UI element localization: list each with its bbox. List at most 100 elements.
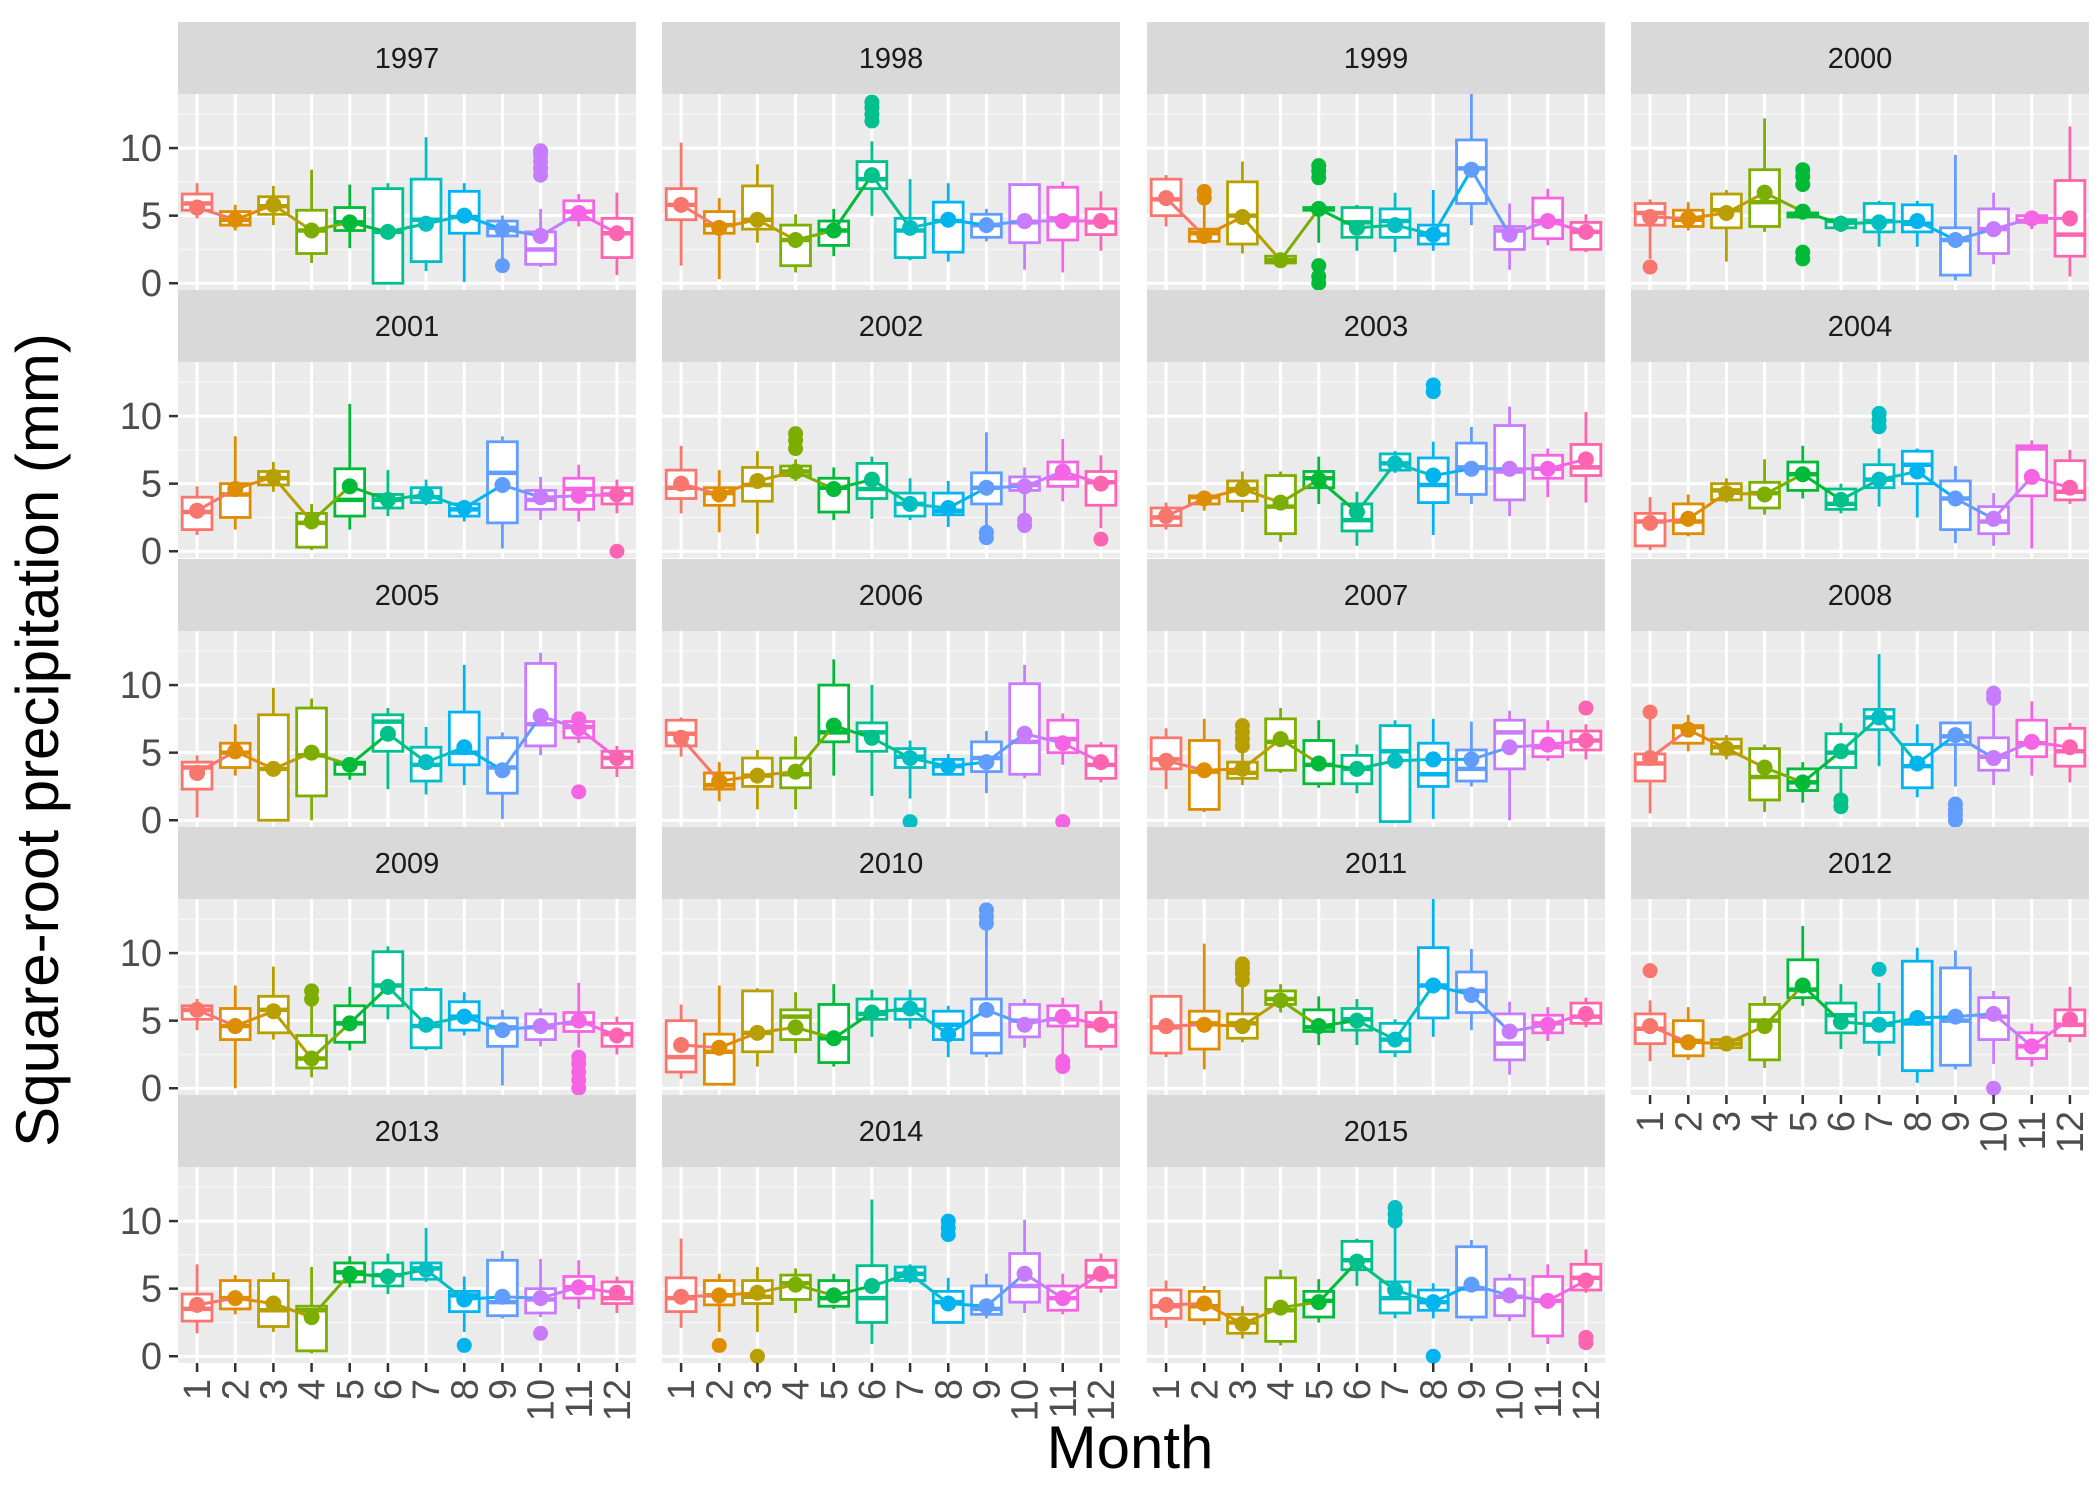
mean-point-month-4 xyxy=(303,222,320,239)
mean-point-month-2 xyxy=(1196,762,1213,779)
mean-point-month-7 xyxy=(418,486,435,503)
y-tick-label: 10 xyxy=(120,933,162,975)
mean-point-month-8 xyxy=(1909,463,1926,480)
outlier-point xyxy=(1871,405,1887,421)
mean-point-month-10 xyxy=(1985,510,2002,527)
x-tick-label: 12 xyxy=(2050,1111,2092,1153)
mean-point-month-2 xyxy=(1680,721,1697,738)
box-month-9 xyxy=(970,902,1003,1058)
strip-2014 xyxy=(662,1095,1120,1167)
y-tick-label: 5 xyxy=(141,1001,162,1043)
box-month-7 xyxy=(1378,720,1412,823)
mean-point-month-10 xyxy=(1501,739,1518,756)
mean-point-month-7 xyxy=(902,495,919,512)
mean-point-month-12 xyxy=(608,225,625,242)
mean-point-month-7 xyxy=(1387,455,1404,472)
x-tick-label: 4 xyxy=(292,1379,334,1400)
mean-point-month-3 xyxy=(749,211,766,228)
box-month-3 xyxy=(741,1267,774,1364)
y-tick-label: 5 xyxy=(141,1269,162,1311)
mean-point-month-8 xyxy=(940,1026,957,1043)
mean-line-segment xyxy=(1241,216,1282,262)
mean-point-month-12 xyxy=(1577,451,1594,468)
mean-point-month-6 xyxy=(1348,1253,1365,1270)
box-month-2 xyxy=(218,985,252,1089)
mean-point-month-12 xyxy=(2061,479,2078,496)
mean-point-month-12 xyxy=(608,1284,625,1301)
mean-point-month-5 xyxy=(341,1015,358,1032)
mean-line-segment xyxy=(909,1272,950,1305)
mean-point-month-10 xyxy=(1985,1005,2002,1022)
mean-point-month-11 xyxy=(1539,1016,1556,1033)
mean-point-month-10 xyxy=(1016,213,1033,230)
mean-point-month-4 xyxy=(303,744,320,761)
mean-point-month-12 xyxy=(1577,1272,1594,1289)
mean-point-month-2 xyxy=(227,211,244,228)
outlier-point xyxy=(1055,814,1071,830)
mean-point-month-8 xyxy=(1909,755,1926,772)
y-tick-label: 10 xyxy=(120,1201,162,1243)
outlier-point xyxy=(1986,1080,2002,1096)
mean-point-month-4 xyxy=(1272,494,1289,511)
mean-point-month-6 xyxy=(863,1277,880,1294)
mean-point-month-10 xyxy=(1501,1023,1518,1040)
mean-point-month-10 xyxy=(1501,460,1518,477)
y-tick-label: 0 xyxy=(141,800,162,842)
mean-line-segment xyxy=(1317,1260,1359,1304)
mean-line-segment xyxy=(1470,993,1511,1033)
box-month-5 xyxy=(333,403,367,530)
panel-background xyxy=(662,1167,1120,1363)
mean-point-month-11 xyxy=(570,1012,587,1029)
x-tick-label: 11 xyxy=(559,1379,601,1418)
box-body xyxy=(1378,724,1412,823)
x-tick-label: 8 xyxy=(444,1379,486,1400)
mean-line-segment xyxy=(1839,716,1881,753)
x-tick-label: 7 xyxy=(406,1379,448,1400)
mean-point-month-2 xyxy=(711,486,728,503)
outlier-point xyxy=(1425,377,1441,393)
facet-panel-2000: 2000 xyxy=(1631,22,2089,290)
mean-line-segment xyxy=(1317,478,1358,514)
mean-point-month-2 xyxy=(711,1287,728,1304)
strip-label: 2014 xyxy=(859,1116,924,1148)
mean-point-month-7 xyxy=(1387,1031,1404,1048)
strip-label: 2001 xyxy=(375,311,440,343)
mean-point-month-4 xyxy=(787,231,804,248)
mean-point-month-9 xyxy=(494,1022,511,1039)
mean-line-segment xyxy=(1801,750,1842,784)
mean-point-month-1 xyxy=(673,729,690,746)
mean-point-month-1 xyxy=(189,1296,206,1313)
mean-line-segment xyxy=(870,174,912,229)
outlier-point xyxy=(571,784,587,800)
outlier-point xyxy=(304,983,320,999)
mean-point-month-8 xyxy=(940,499,957,516)
outlier-point xyxy=(1578,700,1594,716)
box-month-10 xyxy=(1977,990,2010,1096)
outlier-point xyxy=(978,524,994,540)
outlier-point xyxy=(1947,796,1963,812)
x-tick-label: 4 xyxy=(1745,1111,1787,1132)
mean-point-month-3 xyxy=(749,472,766,489)
x-tick-label: 5 xyxy=(814,1379,856,1400)
strip-2011 xyxy=(1147,827,1605,899)
outlier-point xyxy=(571,1049,587,1065)
outlier-point xyxy=(1093,531,1109,547)
mean-point-month-10 xyxy=(1016,478,1033,495)
mean-point-month-7 xyxy=(1387,1282,1404,1299)
box-month-11 xyxy=(2015,440,2049,549)
x-tick-label: 10 xyxy=(1974,1111,2016,1153)
panel-background xyxy=(178,94,636,290)
mean-point-month-7 xyxy=(418,754,435,771)
mean-point-month-10 xyxy=(1501,1287,1518,1304)
x-tick-label: 3 xyxy=(1222,1379,1264,1400)
mean-line-segment xyxy=(832,174,874,232)
mean-point-month-11 xyxy=(1539,460,1556,477)
mean-line-segment xyxy=(1241,737,1282,771)
outlier-point xyxy=(978,902,994,918)
mean-point-month-3 xyxy=(1718,740,1735,757)
mean-point-month-3 xyxy=(265,468,282,485)
strip-1998 xyxy=(662,22,1120,94)
x-tick-label: 3 xyxy=(737,1379,779,1400)
strip-1999 xyxy=(1147,22,1605,94)
mean-point-month-10 xyxy=(1501,226,1518,243)
